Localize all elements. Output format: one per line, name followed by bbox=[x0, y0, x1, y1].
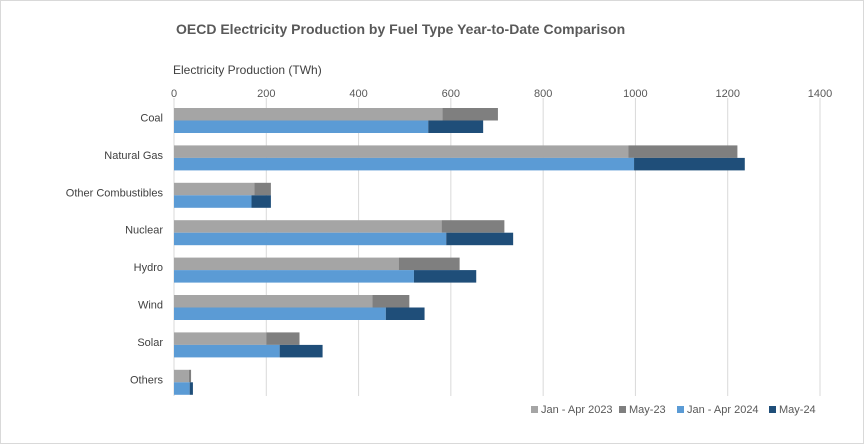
legend: Jan - Apr 2023 May-23 Jan - Apr 2024 May-24 bbox=[531, 404, 816, 416]
bar-segment bbox=[174, 195, 252, 208]
category-label: Nuclear bbox=[125, 225, 163, 237]
bar-segment bbox=[174, 108, 443, 121]
bar-segment bbox=[174, 182, 255, 196]
bar-segment bbox=[279, 344, 323, 358]
bar-segment bbox=[634, 157, 745, 171]
bar-segment bbox=[174, 270, 414, 283]
category-label: Hydro bbox=[134, 262, 163, 274]
legend-label: Jan - Apr 2024 bbox=[687, 404, 759, 416]
category-labels: Coal Natural Gas Other Combustibles Nuclear… bbox=[66, 113, 164, 387]
x-tick-label: 1200 bbox=[715, 88, 739, 100]
category-label: Solar bbox=[137, 337, 163, 349]
category-label: Wind bbox=[138, 300, 163, 312]
bar-segment bbox=[442, 108, 498, 121]
bar-segment bbox=[385, 307, 425, 320]
category-label: Natural Gas bbox=[104, 150, 163, 162]
bar-segment bbox=[188, 369, 192, 383]
legend-label: May-24 bbox=[779, 404, 816, 416]
bar-segment bbox=[174, 220, 442, 233]
bar-segment bbox=[174, 257, 399, 271]
bar-segment bbox=[428, 120, 484, 133]
legend-swatch bbox=[769, 406, 776, 413]
chart-title: OECD Electricity Production by Fuel Type… bbox=[176, 21, 626, 37]
bar-segment bbox=[174, 120, 429, 133]
x-tick-label: 0 bbox=[171, 88, 177, 100]
bars bbox=[174, 108, 745, 395]
bar-segment bbox=[174, 332, 267, 345]
bar-segment bbox=[441, 220, 505, 233]
x-tick-label: 400 bbox=[349, 88, 367, 100]
x-tick-label: 1400 bbox=[808, 88, 832, 100]
bar-segment bbox=[189, 382, 193, 395]
category-label: Others bbox=[130, 374, 164, 386]
bar-segment bbox=[251, 195, 271, 208]
bar-segment bbox=[174, 369, 189, 383]
bar-segment bbox=[446, 232, 514, 246]
bar-segment bbox=[174, 295, 373, 308]
bar-segment bbox=[174, 157, 635, 171]
bar-segment bbox=[174, 344, 280, 358]
legend-label: May-23 bbox=[629, 404, 666, 416]
bar-segment bbox=[254, 182, 271, 196]
x-tick-label: 200 bbox=[257, 88, 275, 100]
category-label: Coal bbox=[140, 113, 163, 125]
bar-segment bbox=[398, 257, 460, 271]
bar-segment bbox=[372, 295, 410, 308]
bar-segment bbox=[413, 270, 477, 283]
bar-segment bbox=[266, 332, 300, 345]
bar-segment bbox=[174, 382, 190, 395]
x-tick-label: 600 bbox=[442, 88, 460, 100]
legend-swatch bbox=[677, 406, 684, 413]
legend-swatch bbox=[531, 406, 538, 413]
bar-segment bbox=[628, 145, 738, 158]
x-tick-labels: 0 200 400 600 800 1000 1200 1400 bbox=[171, 88, 832, 100]
legend-label: Jan - Apr 2023 bbox=[541, 404, 613, 416]
x-axis-title: Electricity Production (TWh) bbox=[173, 63, 322, 77]
x-tick-label: 800 bbox=[534, 88, 552, 100]
bar-segment bbox=[174, 232, 447, 246]
category-label: Other Combustibles bbox=[66, 187, 164, 199]
bar-segment bbox=[174, 145, 629, 158]
x-tick-label: 1000 bbox=[623, 88, 647, 100]
legend-swatch bbox=[619, 406, 626, 413]
bar-segment bbox=[174, 307, 386, 320]
